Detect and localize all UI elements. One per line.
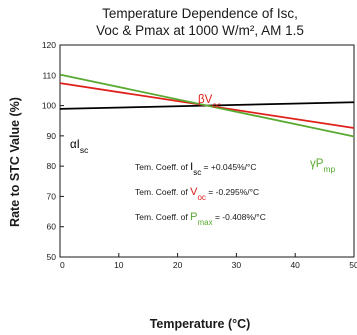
x-tick-label: 50 <box>349 260 357 270</box>
x-tick-label: 20 <box>173 260 183 270</box>
y-tick-label: 110 <box>42 70 56 80</box>
plot-area <box>59 44 355 258</box>
coefficient-annotations: Tem. Coeff. of Isc = +0.045%/°C Tem. Coef… <box>135 161 266 227</box>
x-axis-ticks: 0 10 20 30 40 50 <box>59 253 357 270</box>
y-axis-ticks: 50 60 70 80 90 100 110 120 <box>42 40 64 262</box>
x-axis-label: Temperature (°C) <box>150 317 251 331</box>
x-tick-label: 30 <box>232 260 242 270</box>
x-tick-label: 0 <box>60 260 65 270</box>
y-tick-label: 120 <box>42 40 56 50</box>
chart-title-line-2: Voc & Pmax at 1000 W/m², AM 1.5 <box>96 23 304 38</box>
isc-coefficient-note: Tem. Coeff. of Isc = +0.045%/°C <box>135 161 257 177</box>
y-tick-label: 100 <box>42 101 56 111</box>
pmp-series-line <box>59 73 355 138</box>
y-tick-label: 50 <box>47 252 57 262</box>
chart-title: Temperature Dependence of Isc, Voc & Pma… <box>96 6 304 38</box>
chart-title-line-1: Temperature Dependence of Isc, <box>102 6 298 21</box>
series-lines <box>59 73 355 138</box>
voc-coefficient-note: Tem. Coeff. of Voc = -0.295%/°C <box>135 186 259 202</box>
x-tick-label: 10 <box>114 260 124 270</box>
y-tick-label: 60 <box>47 222 57 232</box>
x-tick-label: 40 <box>290 260 300 270</box>
y-tick-label: 90 <box>47 131 57 141</box>
isc-series-label: αIsc <box>70 139 89 155</box>
series-labels: αIsc βVoc γPmp <box>70 94 336 174</box>
pmax-coefficient-note: Tem. Coeff. of Pmax = -0.408%/°C <box>135 211 266 227</box>
y-tick-label: 70 <box>47 191 57 201</box>
y-axis-label: Rate to STC Value (%) <box>8 97 22 227</box>
pmp-series-label: γPmp <box>310 158 336 174</box>
y-tick-label: 80 <box>47 161 57 171</box>
voc-series-label: βVoc <box>198 94 222 110</box>
